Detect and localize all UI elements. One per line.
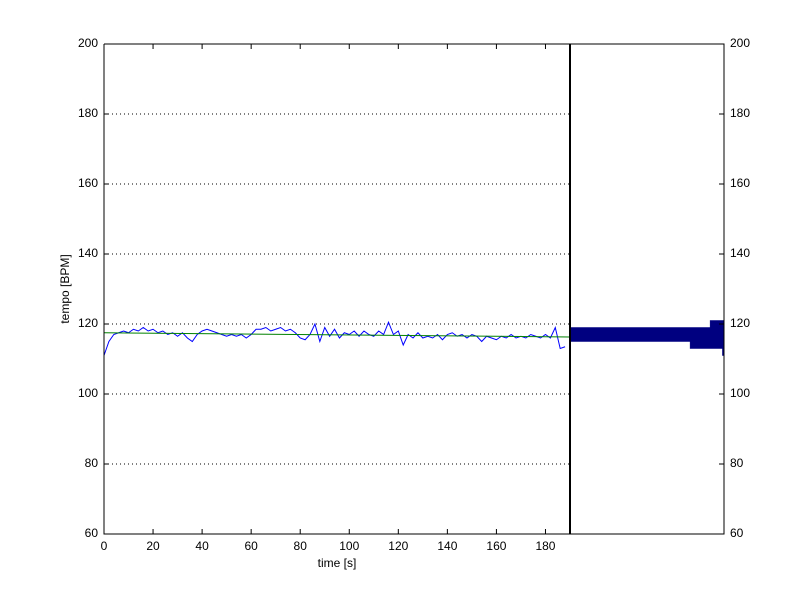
y-tick-label: 160 bbox=[78, 176, 98, 190]
y-tick-label: 100 bbox=[730, 386, 750, 400]
y-axis-label: tempo [BPM] bbox=[58, 254, 72, 323]
histogram-bar bbox=[569, 334, 725, 342]
x-tick-label: 160 bbox=[486, 539, 506, 553]
x-tick-label: 80 bbox=[294, 539, 308, 553]
x-tick-label: 40 bbox=[195, 539, 209, 553]
y-tick-label: 200 bbox=[78, 36, 98, 50]
y-tick-label: 80 bbox=[85, 456, 99, 470]
axes-frame bbox=[570, 43, 725, 535]
y-tick-label: 180 bbox=[730, 106, 750, 120]
axes-frame bbox=[103, 43, 570, 535]
x-tick-label: 20 bbox=[146, 539, 160, 553]
x-tick-label: 140 bbox=[437, 539, 457, 553]
histogram-bar bbox=[569, 327, 725, 335]
x-tick-label: 180 bbox=[535, 539, 555, 553]
y-tick-label: 180 bbox=[78, 106, 98, 120]
y-tick-label: 120 bbox=[730, 316, 750, 330]
y-tick-label: 60 bbox=[730, 526, 744, 540]
y-tick-label: 80 bbox=[730, 456, 744, 470]
histogram-bar bbox=[689, 341, 725, 349]
x-axis-label: time [s] bbox=[318, 556, 357, 570]
y-tick-label: 60 bbox=[85, 526, 99, 540]
x-tick-label: 100 bbox=[339, 539, 359, 553]
y-tick-label: 160 bbox=[730, 176, 750, 190]
y-tick-label: 200 bbox=[730, 36, 750, 50]
y-tick-label: 100 bbox=[78, 386, 98, 400]
y-tick-label: 140 bbox=[78, 246, 98, 260]
x-tick-label: 60 bbox=[244, 539, 258, 553]
y-tick-label: 120 bbox=[78, 316, 98, 330]
x-tick-label: 0 bbox=[101, 539, 108, 553]
data-line bbox=[103, 332, 571, 338]
y-tick-label: 140 bbox=[730, 246, 750, 260]
x-tick-label: 120 bbox=[388, 539, 408, 553]
